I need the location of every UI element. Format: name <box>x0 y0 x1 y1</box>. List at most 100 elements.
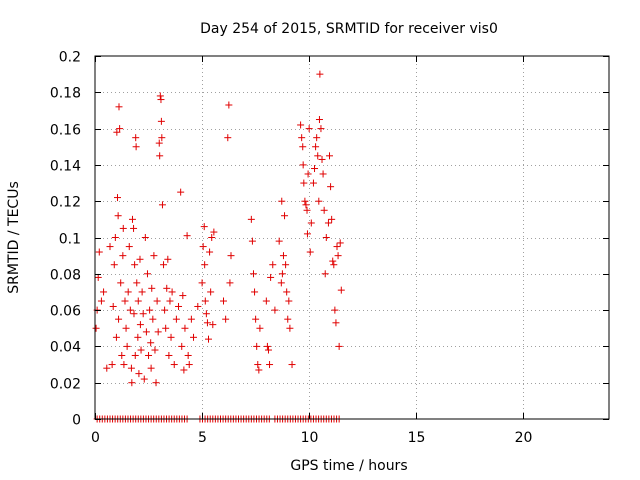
data-point <box>309 179 317 187</box>
data-point <box>324 219 332 227</box>
data-point <box>145 351 153 359</box>
y-tick-label: 0.06 <box>50 304 81 320</box>
data-point <box>127 364 135 372</box>
data-point <box>252 315 260 323</box>
data-point <box>285 297 293 305</box>
data-point <box>138 288 146 296</box>
data-point <box>255 366 263 374</box>
data-point <box>226 279 234 287</box>
data-point <box>307 219 315 227</box>
data-point <box>128 215 136 223</box>
data-point <box>266 361 274 369</box>
y-tick-label: 0.18 <box>50 86 81 102</box>
data-point <box>94 273 102 281</box>
data-point <box>326 152 334 160</box>
data-point <box>92 324 100 332</box>
data-point <box>203 319 211 327</box>
data-point <box>148 284 156 292</box>
data-point <box>208 234 216 241</box>
data-point <box>139 310 147 318</box>
data-point <box>302 201 310 209</box>
data-point <box>181 324 189 332</box>
data-point <box>154 328 162 336</box>
data-point <box>119 224 127 232</box>
data-point <box>108 361 116 369</box>
data-point <box>297 121 305 129</box>
data-point <box>146 306 154 314</box>
y-tick-labels: 0 0.02 0.04 0.06 0.08 0.1 0.12 0.14 0.16 0.18 0.2 <box>50 50 81 429</box>
data-point <box>142 328 150 336</box>
data-point <box>124 288 132 296</box>
data-point <box>248 237 256 245</box>
data-point <box>277 279 285 287</box>
data-point <box>166 297 174 305</box>
data-point <box>225 101 233 109</box>
data-point <box>301 197 309 205</box>
data-point <box>132 134 140 142</box>
data-point <box>153 297 161 305</box>
data-point <box>321 270 329 278</box>
data-point <box>335 342 343 350</box>
data-point <box>286 324 294 332</box>
axes <box>95 56 609 420</box>
data-point <box>157 117 165 125</box>
data-point <box>322 234 330 241</box>
data-point <box>305 125 313 133</box>
data-point <box>249 270 257 278</box>
y-axis-label: SRMTID / TECUs <box>6 181 22 294</box>
data-point <box>158 201 166 209</box>
data-point <box>304 170 312 178</box>
data-point <box>330 261 338 269</box>
data-point <box>100 288 108 296</box>
data-point <box>135 370 143 378</box>
data-point <box>130 224 138 232</box>
data-point <box>164 255 172 263</box>
x-tick-label: 15 <box>408 430 426 446</box>
data-point <box>160 261 168 269</box>
data-point <box>134 333 142 341</box>
data-point <box>115 315 123 323</box>
y-tick-label: 0.04 <box>50 340 81 356</box>
data-point <box>126 306 134 314</box>
data-point <box>116 125 124 133</box>
data-point <box>170 361 178 369</box>
data-point <box>168 288 176 296</box>
data-point <box>281 212 289 220</box>
data-point <box>298 134 306 142</box>
data-point <box>315 197 323 205</box>
data-point <box>316 70 324 78</box>
data-point <box>271 306 279 314</box>
data-point <box>183 232 191 240</box>
data-point <box>202 310 210 318</box>
data-point <box>262 297 270 305</box>
data-point <box>157 96 165 104</box>
data-point <box>117 279 125 287</box>
data-point <box>251 288 259 296</box>
data-point <box>136 255 144 263</box>
data-point <box>109 302 117 310</box>
data-point <box>334 252 342 260</box>
data-point <box>288 361 296 369</box>
data-point <box>113 128 121 136</box>
data-point <box>329 257 337 265</box>
data-point <box>147 339 155 347</box>
data-point <box>152 379 160 387</box>
data-point <box>131 261 139 269</box>
data-point <box>155 139 163 147</box>
data-point <box>163 284 171 292</box>
data-point <box>133 279 141 287</box>
y-tick-label: 0.16 <box>50 123 81 139</box>
data-point <box>198 279 206 287</box>
data-point <box>284 315 292 323</box>
data-point <box>253 342 261 350</box>
data-point <box>120 361 128 369</box>
data-point <box>128 379 136 387</box>
data-point <box>190 333 198 341</box>
data-point <box>263 342 271 350</box>
data-point <box>112 333 120 341</box>
data-point <box>209 321 217 329</box>
data-point <box>134 297 142 305</box>
data-point <box>205 335 213 343</box>
data-point <box>119 252 127 260</box>
data-point <box>303 230 311 238</box>
